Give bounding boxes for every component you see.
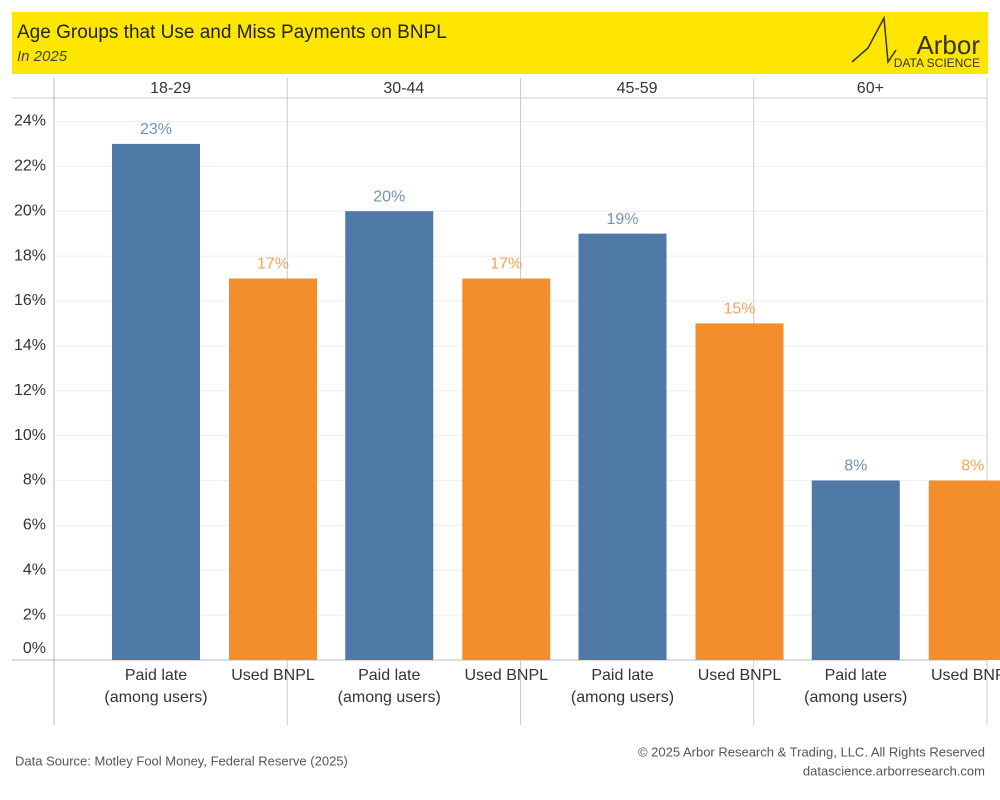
chart-subtitle: In 2025 [17,48,68,65]
y-tick-label: 0% [23,640,46,657]
y-tick-label: 8% [23,472,46,489]
bar [928,480,1000,660]
bar [229,278,317,660]
facet-label: 60+ [857,80,884,97]
chart-title: Age Groups that Use and Miss Payments on… [17,22,447,43]
y-tick-label: 4% [23,561,46,578]
copyright: © 2025 Arbor Research & Trading, LLC. Al… [638,744,985,759]
x-tick-label: Used BNPL [464,667,549,684]
x-tick-label: Paid late (among users) [570,667,675,706]
x-tick-label: Used BNPL [231,667,315,684]
value-label: 8% [844,458,867,475]
logo-name: Arbor [916,30,980,60]
logo-mark [851,15,897,65]
y-tick-label: 2% [23,606,46,623]
value-label: 23% [140,121,172,138]
y-tick-label: 24% [14,113,46,130]
x-tick-label: Used BNPL [930,667,1000,684]
value-label: 15% [723,301,755,318]
facet-label: 30-44 [383,80,424,97]
bar [462,278,551,660]
header-band [12,12,988,74]
x-tick-label: Used BNPL [697,667,782,684]
facet-label: 18-29 [150,80,191,97]
facet-label: 45-59 [617,80,658,97]
source: Data Source: Motley Fool Money, Federal … [15,753,348,768]
y-tick-label: 22% [14,158,46,175]
value-label: 19% [606,211,638,228]
y-tick-label: 10% [14,427,46,444]
value-label: 17% [257,256,289,273]
logo-tagline: DATA SCIENCE [894,56,980,70]
bar [695,323,784,660]
y-tick-label: 16% [14,292,46,309]
y-tick-label: 6% [23,517,46,534]
x-tick-label: Paid late (among users) [104,667,208,706]
y-tick-label: 18% [14,247,46,264]
y-tick-label: 14% [14,337,46,354]
bar [345,211,434,660]
value-label: 8% [961,458,984,475]
x-tick-label: Paid late (among users) [804,667,908,706]
y-tick-label: 12% [14,382,46,399]
y-tick-label: 20% [14,202,46,219]
value-label: 17% [490,256,522,273]
bar [578,233,667,660]
value-label: 20% [373,188,405,205]
bar [112,143,200,660]
website: datascience.arborresearch.com [803,763,985,778]
x-tick-label: Paid late (among users) [337,667,441,706]
bar [811,480,900,660]
